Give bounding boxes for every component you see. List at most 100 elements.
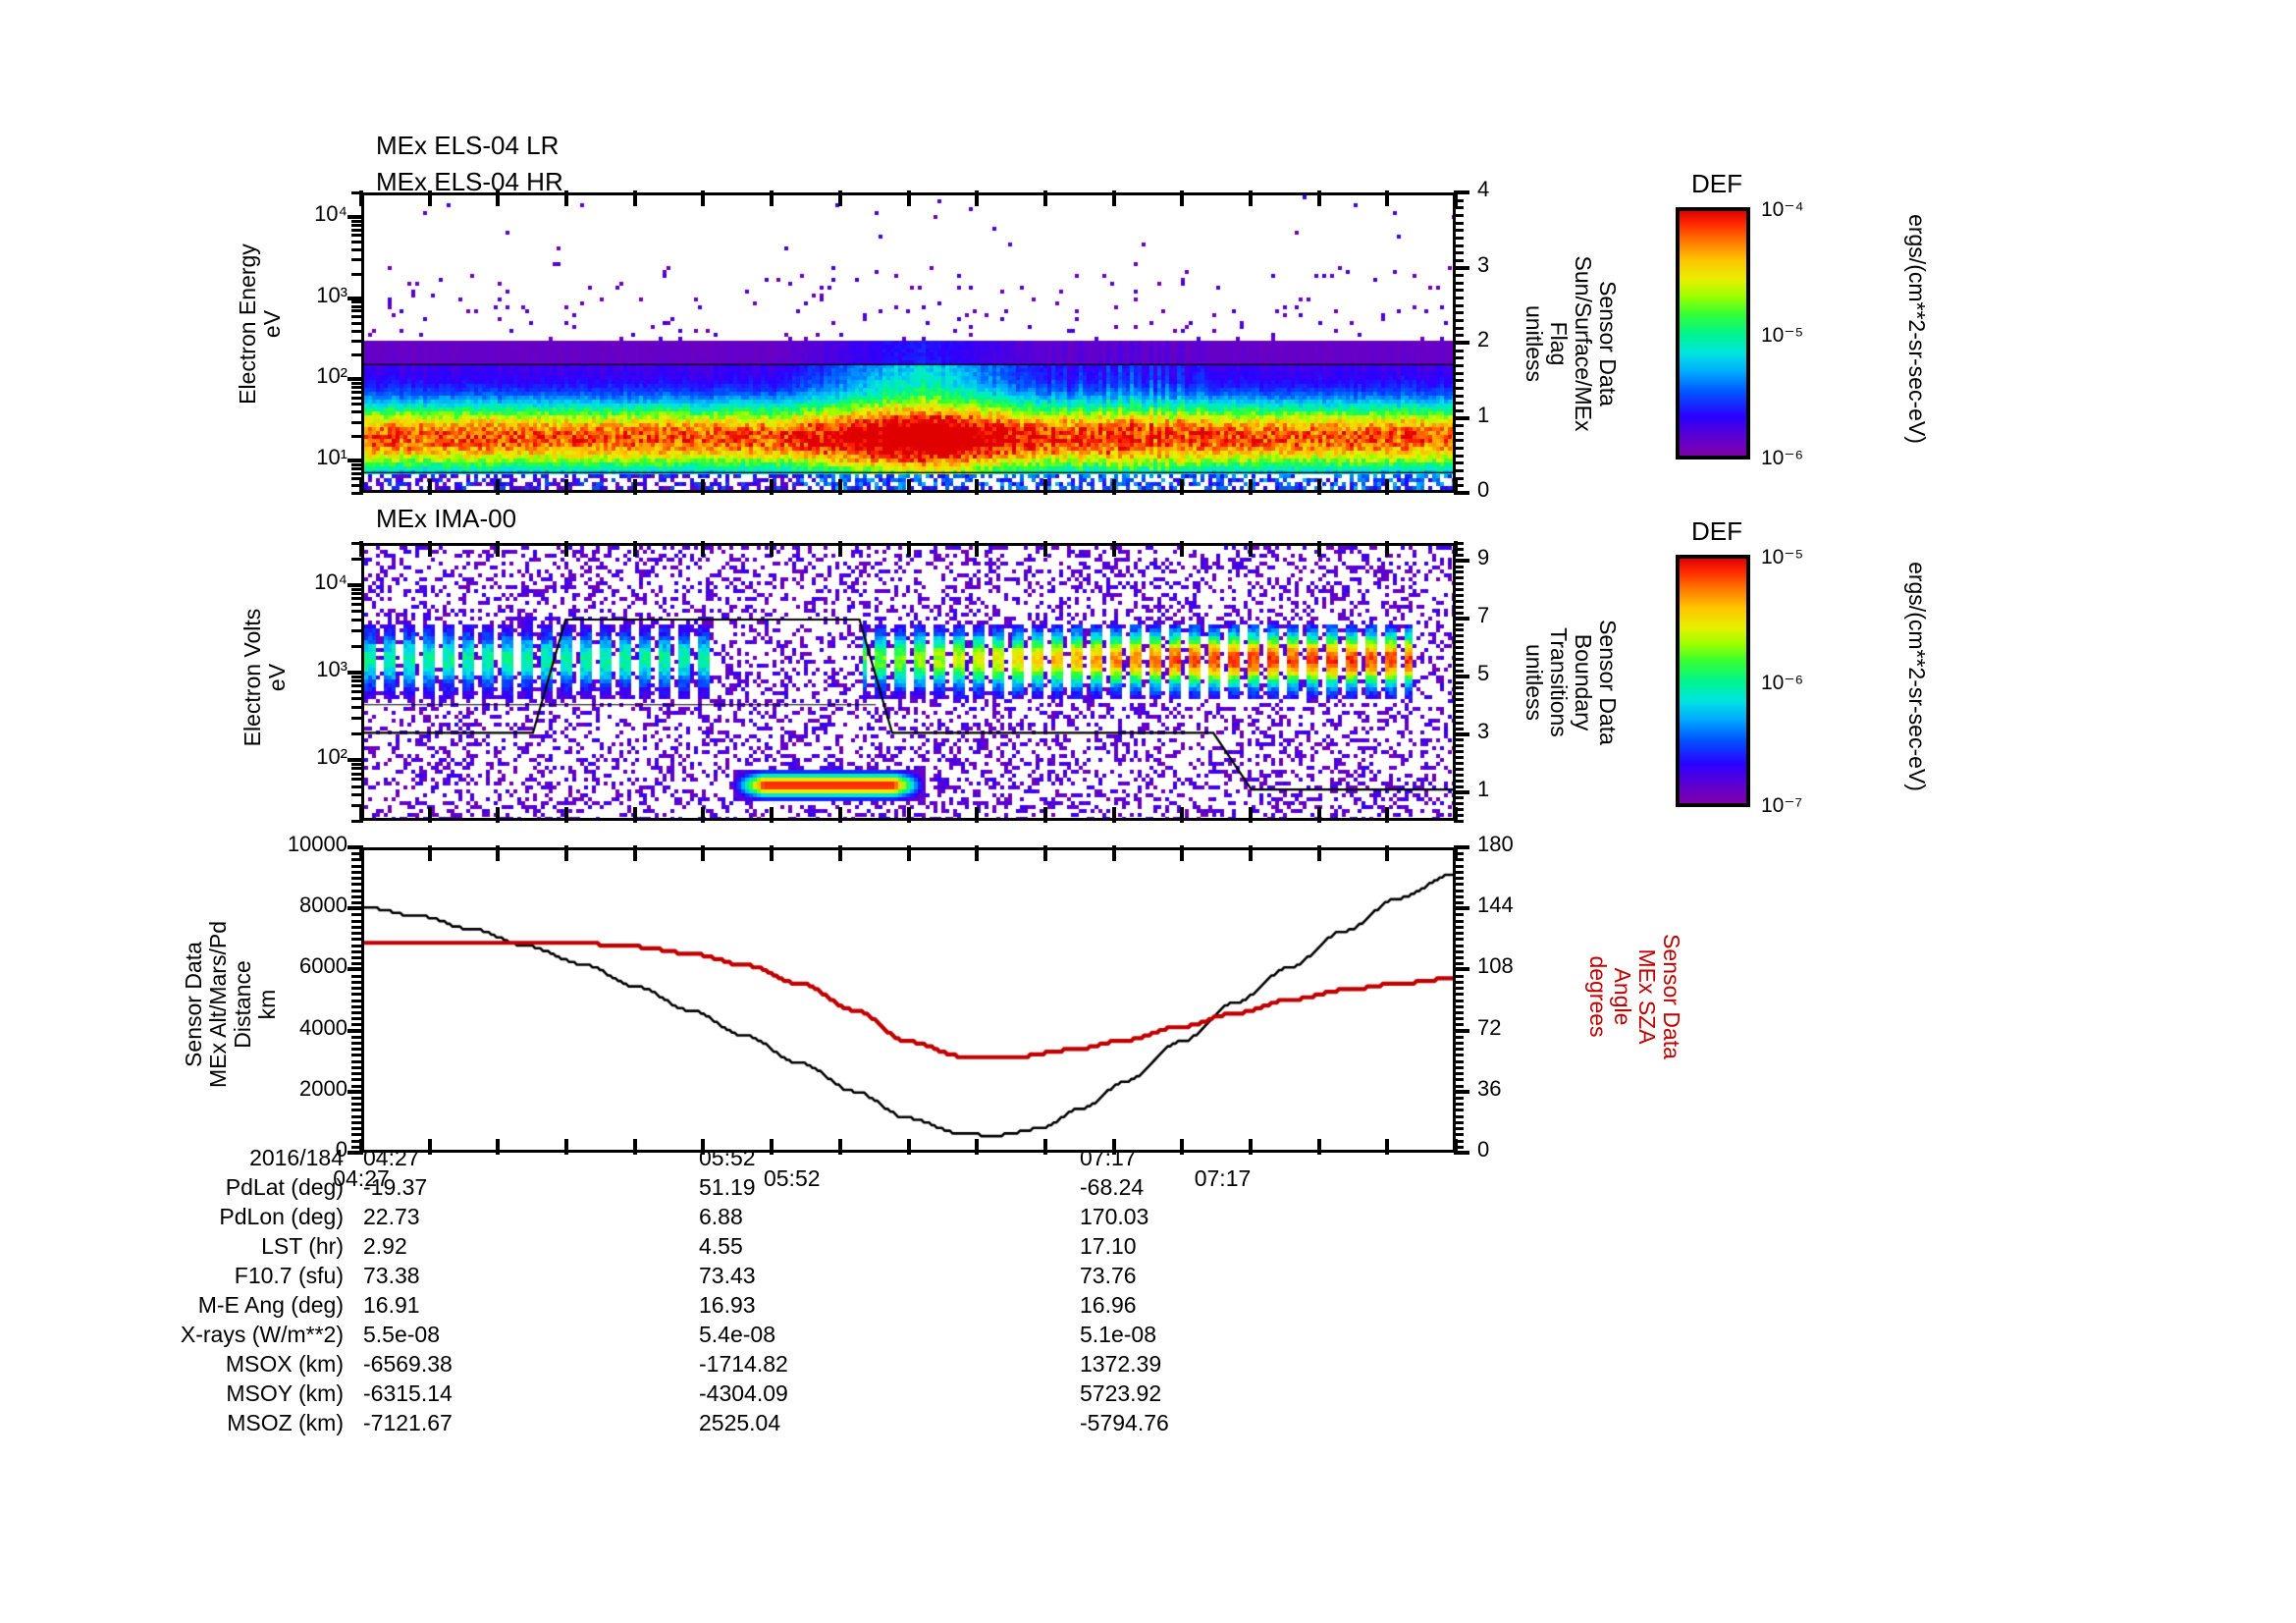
axis-tick [1454,1017,1464,1021]
axis-tick [770,190,774,206]
axis-tick [1454,889,1464,893]
axis-tick [351,717,362,721]
axis-tick [1454,553,1464,557]
axis-tick [351,793,362,797]
altitude-sza-frame [361,847,1456,1153]
axis-tick [1385,1139,1390,1155]
axis-tick [1454,547,1464,551]
axis-tick [1454,913,1464,917]
parameter-table: 2016/184 04:27 05:52 07:17 PdLat (deg) -19.37… [0,1147,1472,1434]
table-cell: 5723.92 [1080,1380,1162,1406]
axis-tick [1454,303,1464,307]
axis-tick [351,883,362,887]
axis-tick [351,852,362,856]
axis-tick [351,610,362,614]
axis-tick [1111,1139,1116,1155]
axis-tick [1454,686,1464,690]
axis-tick [1454,955,1464,959]
axis-tick [1454,431,1464,435]
table-cell: 17.10 [1080,1233,1137,1259]
axis-tick [1454,1114,1464,1118]
axis-tick [1454,974,1464,978]
axis-tick [351,592,362,596]
axis-tick [351,758,362,762]
table-cell: -7121.67 [363,1410,453,1435]
axis-tick [1111,479,1116,495]
axis-tick [1454,1127,1464,1131]
axis-tick [837,807,842,823]
sza-ytick-3: 72 [1477,1014,1502,1040]
axis-tick [351,1059,362,1063]
axis-tick [1454,588,1464,592]
ima-title: MEx IMA-00 [376,504,517,533]
axis-tick [1454,206,1464,210]
axis-tick [701,190,706,206]
axis-tick [837,1139,842,1155]
axis-tick [1454,1048,1464,1052]
axis-tick [1454,492,1464,495]
axis-tick [351,382,362,386]
axis-tick [351,1109,362,1112]
els-right-tick-2: 2 [1477,327,1490,352]
axis-tick [1454,319,1464,323]
axis-tick [1454,1109,1464,1112]
axis-tick [1454,1072,1464,1076]
axis-tick [359,845,363,861]
axis-tick [351,258,362,262]
table-row-label: X-rays (W/m**2) [180,1322,344,1347]
axis-tick [351,467,362,471]
axis-tick [1454,663,1464,667]
axis-tick [701,479,706,495]
axis-tick [351,980,362,984]
axis-tick [1111,541,1116,557]
table-cell: 16.96 [1080,1292,1137,1318]
axis-tick [351,215,362,219]
table-cell: 73.76 [1080,1263,1137,1288]
axis-tick [1316,190,1321,206]
els-left-axis-label: Electron Energy eV [235,243,285,405]
axis-tick [1454,919,1464,923]
axis-tick [1454,864,1464,868]
table-cell: 4.55 [699,1233,743,1259]
axis-tick [351,1084,362,1088]
table-cell: 2525.04 [699,1410,781,1435]
axis-tick [359,479,363,495]
axis-tick [1454,779,1464,783]
axis-tick [1454,692,1464,696]
axis-tick [1454,190,1458,206]
axis-tick [1454,1090,1464,1094]
axis-tick [632,479,637,495]
axis-tick [351,420,362,424]
table-row-label: PdLat (deg) [225,1174,344,1200]
axis-tick [1454,326,1464,330]
axis-tick [1454,266,1464,270]
axis-tick [1454,932,1464,936]
axis-tick [427,845,432,861]
axis-tick [351,353,362,357]
axis-tick [1248,807,1253,823]
table-cell: -19.37 [363,1174,428,1200]
table-cell: -5794.76 [1080,1410,1169,1435]
axis-tick [351,1097,362,1101]
sza-ytick-1: 144 [1477,893,1514,918]
axis-tick [1454,858,1464,862]
ima-right-tick-9: 9 [1477,544,1490,569]
axis-tick [351,223,362,227]
axis-tick [632,541,637,557]
axis-tick [1454,784,1464,788]
axis-tick [351,304,362,308]
axis-tick [1454,605,1464,609]
axis-tick [351,706,362,710]
els-ytick-0: 10⁴ [314,200,347,226]
axis-tick [837,845,842,861]
axis-tick [1454,987,1464,991]
axis-tick [1454,1065,1464,1069]
axis-tick [351,767,362,771]
axis-tick [1454,289,1464,293]
axis-tick [1454,949,1464,953]
axis-tick [1454,968,1464,972]
axis-tick [351,1004,362,1008]
axis-tick [351,1042,362,1046]
axis-tick [770,541,774,557]
axis-tick [1454,439,1464,443]
